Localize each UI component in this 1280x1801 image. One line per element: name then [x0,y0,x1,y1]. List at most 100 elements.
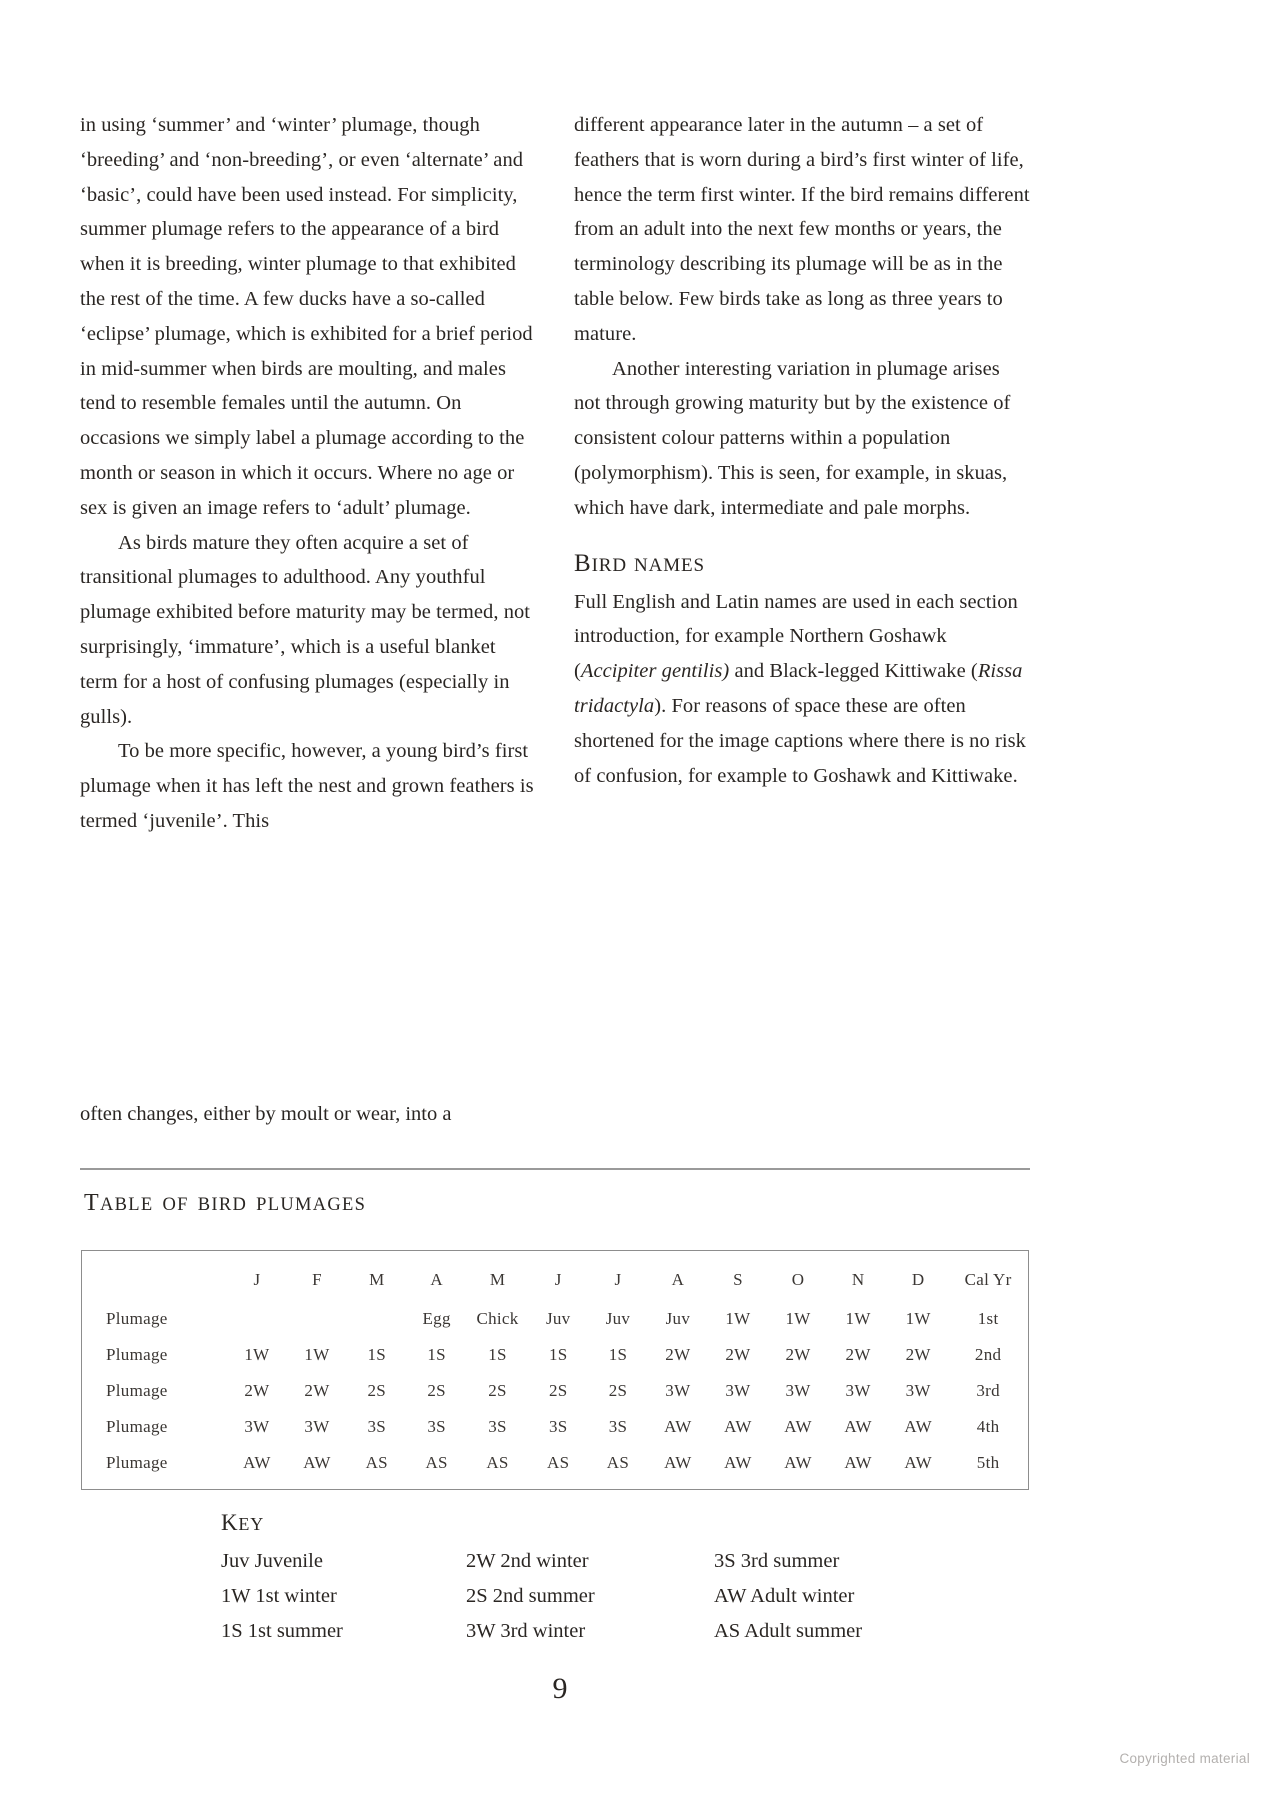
two-column-body: in using ‘summer’ and ‘winter’ plumage, … [80,108,1030,839]
table-cell: 1W [905,1309,931,1328]
table-header-cell: J [554,1270,562,1289]
copyright-watermark: Copyrighted material [1119,1751,1250,1766]
paragraph: in using ‘summer’ and ‘winter’ plumage, … [80,114,533,519]
table-cell: 2W [905,1345,931,1364]
table-cell: 3S [608,1417,628,1436]
paragraph: To be more specific, however, a young bi… [80,740,534,832]
table-cell: 1W [725,1309,751,1328]
table-header-cell: O [791,1270,805,1289]
paragraph-text: Full English and Latin names are used in… [574,590,1018,683]
table-cell: AW [724,1417,752,1436]
table-cell: 1st [977,1309,999,1328]
paragraph: Another interesting variation in plumage… [574,357,1011,519]
key-legend: KEY Juv Juvenile 2W 2nd winter 3S 3rd su… [221,1510,1021,1649]
table-cell: 2S [367,1381,387,1400]
key-item: 1W 1st winter [221,1585,337,1607]
right-column: different appearance later in the autumn… [574,108,1030,839]
table-cell [347,1301,407,1337]
table-cell: 3S [427,1417,446,1436]
table-header-cell: F [312,1270,322,1289]
table-cell: AW [303,1453,331,1472]
table-cell: AW [904,1453,932,1472]
key-heading-initial-cap: K [221,1510,239,1535]
section-divider-rule [80,1168,1030,1170]
table-row: Plumage 3W 3W 3S 3S 3S 3S 3S AW AW AW AW… [82,1409,1028,1445]
table-header-cell: N [851,1270,865,1289]
table-row: Plumage AW AW AS AS AS AS AS AW AW AW AW… [82,1445,1028,1489]
key-item: Juv Juvenile [221,1550,323,1572]
table-cell: 2nd [974,1345,1002,1364]
table-cell: AS [486,1453,509,1472]
table-cell: 2W [725,1345,751,1364]
table-cell: 1W [244,1345,270,1364]
table-cell: 1S [367,1345,387,1364]
table-cell: AW [784,1453,812,1472]
table-cell: AW [243,1453,271,1472]
table-header-cell: M [369,1270,385,1289]
table-cell: 3rd [976,1381,1000,1400]
table-cell: Juv [605,1309,631,1328]
key-item: 1S 1st summer [221,1620,343,1642]
table-cell: 3S [367,1417,387,1436]
key-grid: Juv Juvenile 2W 2nd winter 3S 3rd summer… [221,1544,1021,1649]
page-number: 9 [552,1672,568,1705]
heading-smallcaps-word: IRD [591,554,627,576]
key-item: 3W 3rd winter [466,1620,586,1642]
table-cell: 3W [304,1417,330,1436]
table-header-cell: J [253,1270,261,1289]
table-cell: 3S [488,1417,507,1436]
table-header-cell: M [489,1270,506,1289]
paragraph: different appearance later in the autumn… [574,114,1030,345]
table-header-cell: Cal Yr [964,1270,1012,1289]
table-cell: AS [425,1453,448,1472]
table-cell: AW [844,1453,872,1472]
table-row: Plumage 1W 1W 1S 1S 1S 1S 1S 2W 2W 2W 2W… [82,1337,1028,1373]
table-cell: 1S [488,1345,507,1364]
table-cell: 1S [427,1345,446,1364]
table-cell: Egg [422,1309,451,1328]
paragraph-text: and Black-legged Kittiwake ( [729,660,978,683]
table-cell: 2W [244,1381,270,1400]
table-header-cell: S [733,1270,743,1289]
table-cell: Juv [545,1309,571,1328]
table-header-cell: D [911,1270,925,1289]
table-cell: 2W [304,1381,330,1400]
plumage-table: J F M A M J J A S O N D Cal Yr Plumage [82,1251,1028,1489]
heading-smallcaps-word: NAMES [634,554,706,576]
table-cell: AW [724,1453,752,1472]
table-cell: 3W [665,1381,691,1400]
table-row: Plumage Egg Chick Juv Juv Juv 1W 1W 1W 1… [82,1301,1028,1337]
table-cell: 3W [845,1381,871,1400]
table-cell: 2W [785,1345,811,1364]
key-item: 2S 2nd summer [466,1585,595,1607]
caption-word: PLUMAGES [256,1195,367,1215]
table-cell: AS [365,1453,388,1472]
caption-word: OF [162,1195,189,1215]
table-cell: 2S [427,1381,446,1400]
table-cell: 2S [608,1381,628,1400]
table-cell: 3W [244,1417,270,1436]
table-cell: 1S [548,1345,568,1364]
latin-name: Accipiter gentilis) [580,660,730,683]
table-cell: 1W [304,1345,330,1364]
table-header-cell [82,1251,227,1301]
key-heading-rest: EY [238,1514,265,1534]
table-cell: 5th [976,1453,1000,1472]
table-header-cell: A [430,1270,443,1289]
table-cell: 4th [976,1417,1000,1436]
key-heading: KEY [221,1510,1021,1536]
table-cell: 3S [548,1417,568,1436]
caption-word: BIRD [197,1195,248,1215]
row-label: Plumage [106,1309,168,1328]
table-cell: AW [664,1417,692,1436]
heading-initial-cap: B [574,549,592,577]
key-item: 2W 2nd winter [466,1550,589,1572]
key-item: 3S 3rd summer [714,1550,840,1572]
table-cell [227,1301,287,1337]
bird-names-paragraph: Full English and Latin names are used in… [574,585,1030,794]
paragraph-text: ). For reasons of space these are often … [574,694,1026,787]
paragraph: As birds mature they often acquire a set… [80,531,531,728]
key-item: AS Adult summer [714,1620,863,1642]
table-row: Plumage 2W 2W 2S 2S 2S 2S 2S 3W 3W 3W 3W… [82,1373,1028,1409]
